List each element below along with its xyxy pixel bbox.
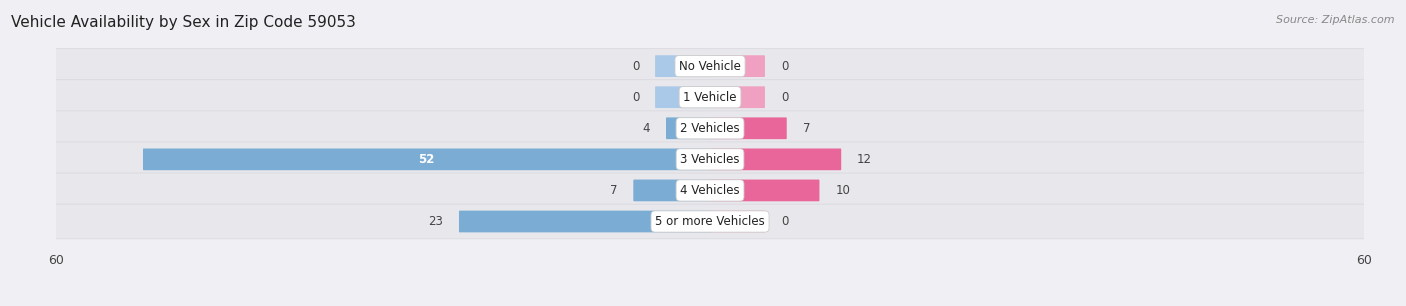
Text: 23: 23 xyxy=(429,215,443,228)
FancyBboxPatch shape xyxy=(44,142,1376,177)
Text: 10: 10 xyxy=(835,184,851,197)
Text: 4 Vehicles: 4 Vehicles xyxy=(681,184,740,197)
Text: Source: ZipAtlas.com: Source: ZipAtlas.com xyxy=(1277,15,1395,25)
FancyBboxPatch shape xyxy=(44,111,1376,146)
Text: 0: 0 xyxy=(780,215,789,228)
FancyBboxPatch shape xyxy=(710,86,765,108)
FancyBboxPatch shape xyxy=(710,148,841,170)
Text: 0: 0 xyxy=(631,60,640,73)
Text: 7: 7 xyxy=(803,122,810,135)
FancyBboxPatch shape xyxy=(44,49,1376,84)
FancyBboxPatch shape xyxy=(655,86,710,108)
Text: 7: 7 xyxy=(610,184,617,197)
Text: 2 Vehicles: 2 Vehicles xyxy=(681,122,740,135)
FancyBboxPatch shape xyxy=(44,80,1376,115)
Text: 12: 12 xyxy=(858,153,872,166)
FancyBboxPatch shape xyxy=(655,55,710,77)
FancyBboxPatch shape xyxy=(666,118,710,139)
Text: 0: 0 xyxy=(780,91,789,104)
FancyBboxPatch shape xyxy=(633,180,710,201)
FancyBboxPatch shape xyxy=(44,173,1376,208)
Text: 4: 4 xyxy=(643,122,650,135)
FancyBboxPatch shape xyxy=(44,204,1376,239)
FancyBboxPatch shape xyxy=(143,148,710,170)
FancyBboxPatch shape xyxy=(710,180,820,201)
FancyBboxPatch shape xyxy=(458,211,710,232)
FancyBboxPatch shape xyxy=(710,211,765,232)
FancyBboxPatch shape xyxy=(710,118,787,139)
Text: No Vehicle: No Vehicle xyxy=(679,60,741,73)
Text: 0: 0 xyxy=(780,60,789,73)
Text: Vehicle Availability by Sex in Zip Code 59053: Vehicle Availability by Sex in Zip Code … xyxy=(11,15,356,30)
Text: 1 Vehicle: 1 Vehicle xyxy=(683,91,737,104)
Text: 3 Vehicles: 3 Vehicles xyxy=(681,153,740,166)
Text: 5 or more Vehicles: 5 or more Vehicles xyxy=(655,215,765,228)
Text: 52: 52 xyxy=(419,153,434,166)
Text: 0: 0 xyxy=(631,91,640,104)
FancyBboxPatch shape xyxy=(710,55,765,77)
